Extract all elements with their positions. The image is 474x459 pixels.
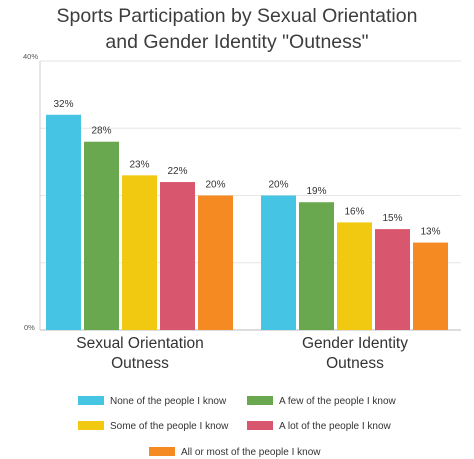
legend-item: A lot of the people I know [247, 421, 392, 432]
data-label: 20% [268, 180, 288, 191]
data-label: 20% [205, 180, 225, 191]
legend-label: Some of the people I know [110, 421, 229, 432]
bar [198, 195, 233, 330]
y-axis: 40% 0% [23, 52, 41, 332]
legend-swatch [149, 447, 175, 456]
data-label: 19% [306, 186, 326, 197]
bars [46, 114, 448, 330]
category-label: Outness [111, 355, 169, 372]
y-tick-label-top: 40% [23, 52, 38, 61]
legend-swatch [78, 421, 104, 430]
data-label: 28% [91, 126, 111, 137]
bar [261, 195, 296, 330]
legend-item: Some of the people I know [78, 421, 229, 432]
bar [413, 242, 448, 330]
legend-item: A few of the people I know [247, 396, 397, 407]
category-label: Outness [326, 355, 384, 372]
legend: None of the people I know A few of the pe… [78, 396, 397, 458]
bar [337, 222, 372, 330]
data-label: 23% [129, 159, 149, 170]
y-tick-label-zero: 0% [24, 323, 35, 332]
chart-title-line-1: Sports Participation by Sexual Orientati… [57, 5, 418, 27]
data-labels: 32% 20% 28% 19% 23% 16% 22% 15% 20% 13% [53, 99, 440, 238]
bar [160, 182, 195, 330]
legend-swatch [247, 421, 273, 430]
bar [84, 141, 119, 330]
category-label: Gender Identity [302, 335, 408, 352]
data-label: 15% [382, 213, 402, 224]
bar [46, 114, 81, 330]
legend-label: A lot of the people I know [279, 421, 392, 432]
chart-title: Sports Participation by Sexual Orientati… [57, 5, 418, 53]
legend-swatch [78, 396, 104, 405]
data-label: 16% [344, 206, 364, 217]
category-labels: Sexual Orientation Outness Gender Identity… [76, 335, 408, 372]
bar [375, 229, 410, 330]
legend-item: All or most of the people I know [149, 447, 321, 458]
legend-swatch [247, 396, 273, 405]
data-label: 22% [167, 166, 187, 177]
category-label: Sexual Orientation [76, 335, 204, 352]
data-label: 13% [420, 227, 440, 238]
legend-label: All or most of the people I know [181, 447, 321, 458]
legend-label: None of the people I know [110, 396, 227, 407]
data-label: 32% [53, 99, 73, 110]
bar [299, 202, 334, 330]
chart-title-line-2: and Gender Identity "Outness" [105, 31, 368, 53]
legend-item: None of the people I know [78, 396, 227, 407]
legend-label: A few of the people I know [279, 396, 397, 407]
bar [122, 175, 157, 330]
